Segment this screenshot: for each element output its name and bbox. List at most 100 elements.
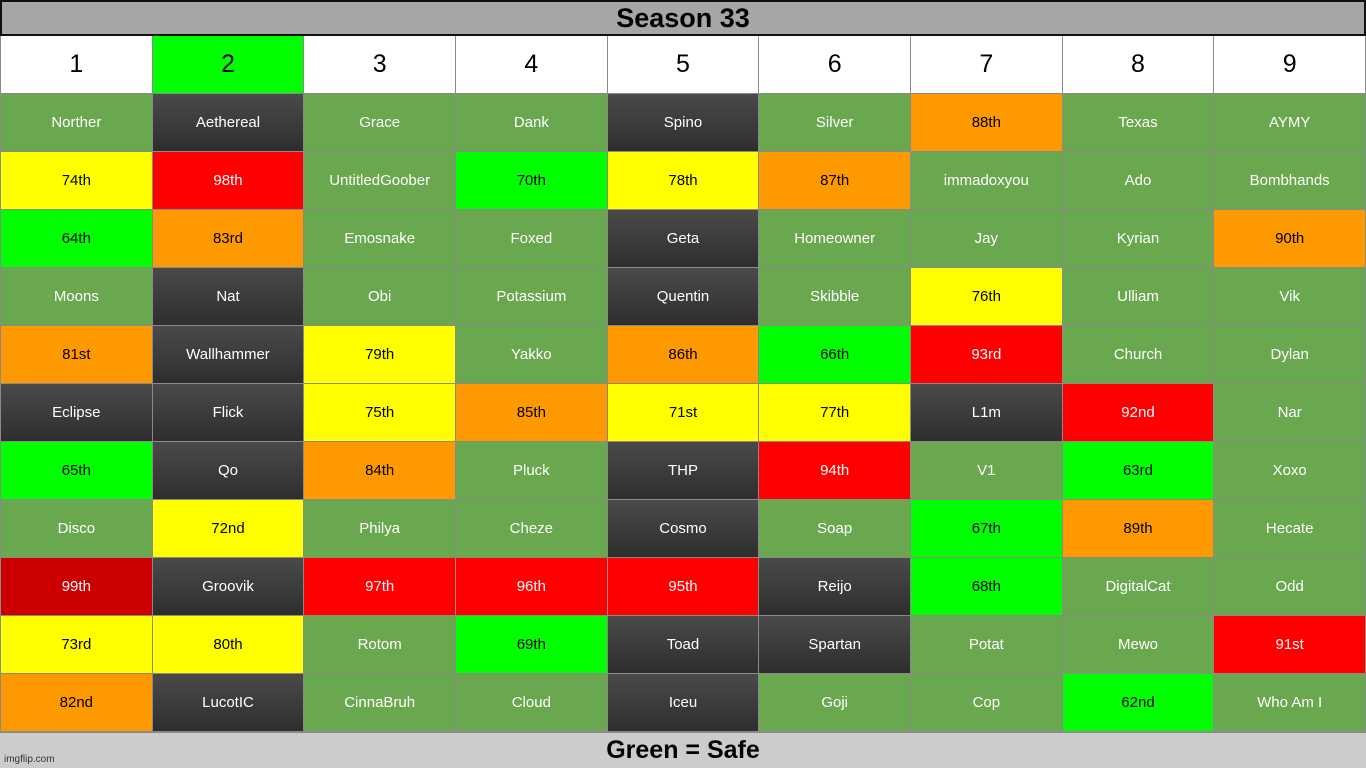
grid-cell: Toad — [607, 616, 760, 674]
grid-cell: Dank — [456, 94, 608, 152]
grid-cell: 81st — [1, 326, 153, 384]
grid-cell: Cosmo — [607, 500, 760, 558]
grid-cell: 99th — [1, 558, 153, 616]
grid-cell: Norther — [1, 94, 153, 152]
grid-cell: AYMY — [1214, 94, 1366, 152]
elimination-grid: 1 2 3 4 5 6 7 8 9 Norther Aethereal Grace Dank Spino S… — [0, 36, 1366, 732]
grid-cell: 91st — [1214, 616, 1366, 674]
watermark: imgflip.com — [4, 754, 55, 765]
column-header-8: 8 — [1062, 36, 1215, 94]
grid-cell: Silver — [759, 94, 911, 152]
grid-cell: Reijo — [759, 558, 911, 616]
grid-cell: 73rd — [1, 616, 153, 674]
grid-cell: Odd — [1214, 558, 1366, 616]
grid-cell: 82nd — [1, 674, 153, 732]
column-header-2: 2 — [152, 36, 305, 94]
column-header-3: 3 — [304, 36, 456, 94]
grid-cell: 80th — [152, 616, 305, 674]
grid-cell: V1 — [911, 442, 1063, 500]
grid-cell: 71st — [607, 384, 760, 442]
grid-cell: Nar — [1214, 384, 1366, 442]
grid-cell: Moons — [1, 268, 153, 326]
grid-cell: 62nd — [1062, 674, 1215, 732]
grid-cell: Flick — [152, 384, 305, 442]
grid-cell: 95th — [607, 558, 760, 616]
grid-cell: 74th — [1, 152, 153, 210]
grid-cell: 97th — [304, 558, 456, 616]
grid-cell: 76th — [911, 268, 1063, 326]
grid-cell: 86th — [607, 326, 760, 384]
grid-cell: Yakko — [456, 326, 608, 384]
column-header-1: 1 — [1, 36, 153, 94]
grid-cell: 90th — [1214, 210, 1366, 268]
grid-cell: Homeowner — [759, 210, 911, 268]
grid-cell: Quentin — [607, 268, 760, 326]
column-header-6: 6 — [759, 36, 911, 94]
grid-cell: Philya — [304, 500, 456, 558]
grid-cell: 79th — [304, 326, 456, 384]
grid-cell: 72nd — [152, 500, 305, 558]
grid-cell: Kyrian — [1062, 210, 1215, 268]
grid-cell: 70th — [456, 152, 608, 210]
legend-footer: Green = Safe — [0, 732, 1366, 768]
grid-cell: DigitalCat — [1062, 558, 1215, 616]
grid-cell: Grace — [304, 94, 456, 152]
season-title: Season 33 — [0, 0, 1366, 36]
grid-cell: Potat — [911, 616, 1063, 674]
grid-cell: 78th — [607, 152, 760, 210]
grid-cell: CinnaBruh — [304, 674, 456, 732]
grid-cell: 84th — [304, 442, 456, 500]
grid-cell: 85th — [456, 384, 608, 442]
grid-cell: Disco — [1, 500, 153, 558]
grid-cell: Goji — [759, 674, 911, 732]
grid-cell: Ado — [1062, 152, 1215, 210]
grid-cell: Obi — [304, 268, 456, 326]
grid-cell: L1m — [911, 384, 1063, 442]
grid-cell: 75th — [304, 384, 456, 442]
grid-cell: Vik — [1214, 268, 1366, 326]
grid-cell: Pluck — [456, 442, 608, 500]
grid-cell: Texas — [1062, 94, 1215, 152]
grid-cell: 93rd — [911, 326, 1063, 384]
grid-cell: Xoxo — [1214, 442, 1366, 500]
column-header-4: 4 — [456, 36, 608, 94]
grid-cell: Spartan — [759, 616, 911, 674]
grid-cell: 64th — [1, 210, 153, 268]
grid-cell: Aethereal — [152, 94, 305, 152]
grid-cell: 92nd — [1062, 384, 1215, 442]
grid-cell: 69th — [456, 616, 608, 674]
grid-cell: Cloud — [456, 674, 608, 732]
grid-cell: Bombhands — [1214, 152, 1366, 210]
grid-cell: Potassium — [456, 268, 608, 326]
grid-cell: Geta — [607, 210, 760, 268]
grid-cell: LucotIC — [152, 674, 305, 732]
grid-cell: 88th — [911, 94, 1063, 152]
grid-cell: 83rd — [152, 210, 305, 268]
grid-cell: UntitledGoober — [304, 152, 456, 210]
grid-cell: 68th — [911, 558, 1063, 616]
grid-cell: 87th — [759, 152, 911, 210]
grid-cell: immadoxyou — [911, 152, 1063, 210]
grid-cell: Ulliam — [1062, 268, 1215, 326]
grid-cell: 98th — [152, 152, 305, 210]
grid-cell: 66th — [759, 326, 911, 384]
grid-cell: 89th — [1062, 500, 1215, 558]
grid-cell: Who Am I — [1214, 674, 1366, 732]
grid-cell: Nat — [152, 268, 305, 326]
grid-cell: Church — [1062, 326, 1215, 384]
grid-cell: Cheze — [456, 500, 608, 558]
grid-cell: Wallhammer — [152, 326, 305, 384]
grid-cell: Spino — [607, 94, 760, 152]
grid-cell: 65th — [1, 442, 153, 500]
grid-cell: 63rd — [1062, 442, 1215, 500]
grid-cell: Rotom — [304, 616, 456, 674]
grid-cell: Eclipse — [1, 384, 153, 442]
grid-cell: Iceu — [607, 674, 760, 732]
grid-cell: Emosnake — [304, 210, 456, 268]
grid-cell: 96th — [456, 558, 608, 616]
grid-cell: Qo — [152, 442, 305, 500]
grid-cell: Skibble — [759, 268, 911, 326]
grid-cell: 77th — [759, 384, 911, 442]
grid-cell: Mewo — [1062, 616, 1215, 674]
grid-cell: Dylan — [1214, 326, 1366, 384]
